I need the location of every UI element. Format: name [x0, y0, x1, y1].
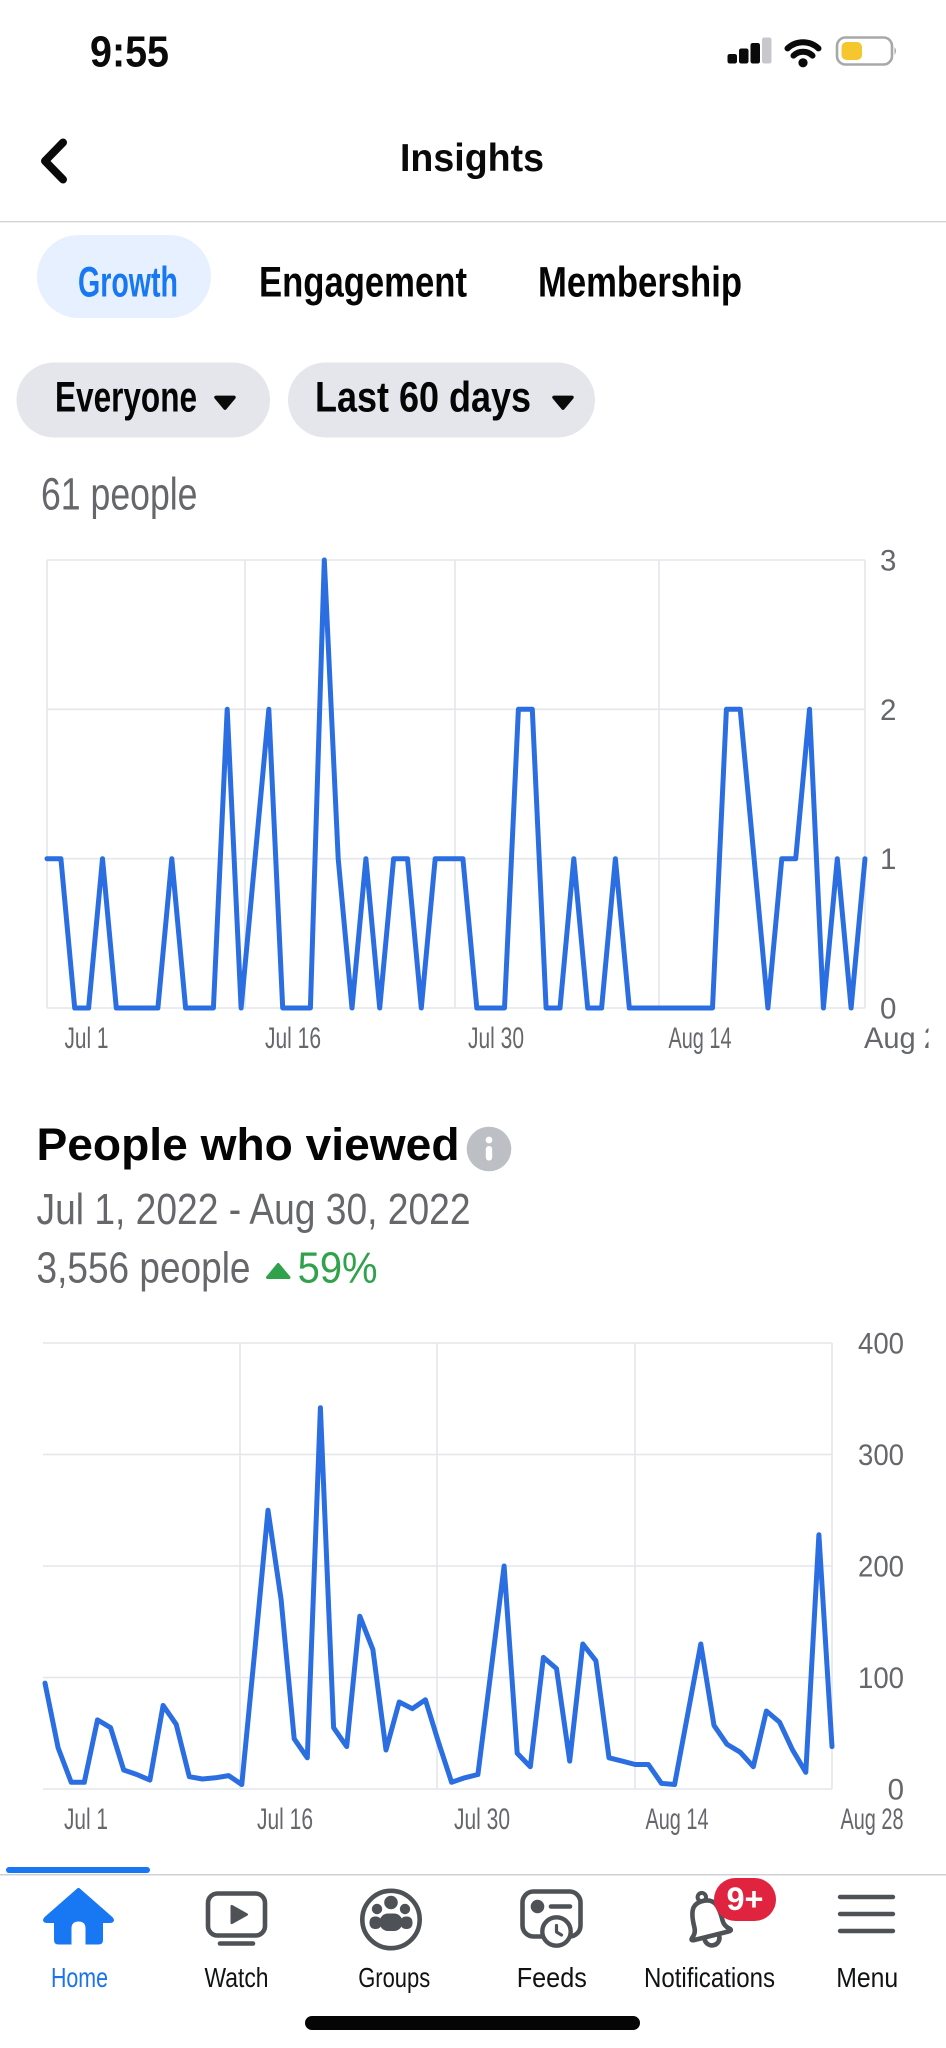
svg-text:Jul 16: Jul 16: [257, 1803, 313, 1836]
svg-text:9:55: 9:55: [90, 27, 169, 76]
svg-text:Notifications: Notifications: [644, 1962, 775, 1993]
svg-text:Jul 1: Jul 1: [64, 1803, 108, 1836]
svg-text:Last 60 days: Last 60 days: [315, 375, 531, 422]
svg-text:Membership: Membership: [538, 260, 742, 307]
svg-text:9+: 9+: [727, 1881, 764, 1917]
svg-text:Engagement: Engagement: [259, 260, 467, 307]
svg-text:61 people: 61 people: [41, 468, 198, 519]
svg-text:3,556 people: 3,556 people: [37, 1243, 251, 1292]
svg-text:1: 1: [880, 843, 896, 876]
svg-text:Insights: Insights: [400, 137, 544, 180]
svg-text:Jul 30: Jul 30: [454, 1803, 510, 1836]
svg-text:Aug 14: Aug 14: [646, 1803, 709, 1836]
svg-text:0: 0: [880, 993, 896, 1026]
svg-text:59%: 59%: [298, 1243, 378, 1292]
svg-text:100: 100: [858, 1662, 904, 1695]
svg-text:Aug 14: Aug 14: [669, 1022, 732, 1055]
svg-text:3: 3: [880, 545, 896, 578]
svg-text:Jul 1, 2022 - Aug 30, 2022: Jul 1, 2022 - Aug 30, 2022: [37, 1185, 471, 1234]
svg-text:Aug 28: Aug 28: [841, 1803, 904, 1836]
svg-text:300: 300: [858, 1439, 904, 1472]
svg-text:Home: Home: [51, 1962, 108, 1993]
svg-text:Feeds: Feeds: [517, 1962, 587, 1993]
svg-text:Watch: Watch: [205, 1962, 269, 1993]
svg-text:Growth: Growth: [78, 260, 178, 307]
svg-text:Jul 16: Jul 16: [265, 1022, 321, 1055]
svg-text:400: 400: [858, 1328, 904, 1361]
svg-text:Jul 30: Jul 30: [468, 1022, 524, 1055]
svg-text:200: 200: [858, 1551, 904, 1584]
svg-text:People who viewed: People who viewed: [37, 1119, 460, 1170]
svg-text:Everyone: Everyone: [55, 375, 197, 422]
svg-text:Jul 1: Jul 1: [65, 1022, 109, 1055]
svg-text:2: 2: [880, 694, 896, 727]
svg-text:Menu: Menu: [836, 1962, 898, 1993]
svg-text:Groups: Groups: [358, 1962, 430, 1993]
svg-text:0: 0: [888, 1774, 904, 1807]
